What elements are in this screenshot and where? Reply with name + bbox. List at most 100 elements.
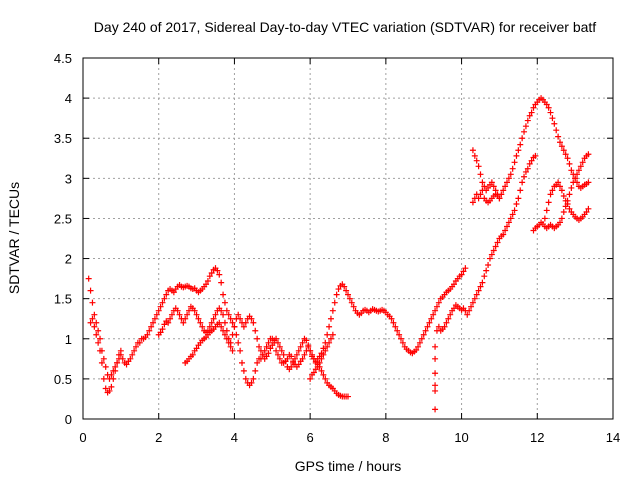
data-point-series-3: [282, 358, 289, 365]
data-point-series-7: [507, 171, 514, 178]
data-point-series-1: [159, 299, 166, 306]
data-point-series-1: [216, 271, 223, 278]
data-point-series-8: [475, 195, 482, 202]
data-point-series-1: [150, 319, 157, 326]
data-point-series-7: [479, 179, 486, 186]
data-point-series-3: [180, 319, 187, 326]
data-point-series-6: [524, 165, 531, 172]
data-point-series-3: [390, 319, 397, 326]
data-point-series-1: [133, 343, 139, 350]
data-point-series-7: [521, 128, 528, 135]
data-point-series-2: [93, 331, 100, 338]
data-point-series-3: [307, 347, 314, 354]
y-tick-label: 1: [65, 332, 72, 347]
data-point-series-3: [184, 311, 191, 318]
data-point-series-9: [570, 179, 577, 186]
data-point-series-7: [558, 143, 565, 150]
data-point-series-6: [492, 243, 499, 250]
data-point-series-3: [240, 323, 247, 330]
data-point-series-7: [519, 135, 526, 142]
data-point-series-10: [547, 191, 554, 198]
data-point-series-7: [473, 157, 480, 164]
data-point-series-4: [223, 335, 230, 342]
data-point-series-3: [235, 311, 242, 318]
data-point-series-1: [119, 355, 126, 362]
data-point-series-3: [168, 311, 175, 318]
data-point-series-1: [102, 363, 109, 370]
data-point-series-2: [95, 339, 102, 346]
data-point-series-6: [471, 295, 478, 302]
data-point-series-7: [469, 147, 476, 154]
data-point-series-1: [100, 355, 107, 362]
data-point-series-1: [240, 367, 247, 374]
data-point-series-3: [348, 299, 355, 306]
data-point-series-3: [237, 315, 244, 322]
data-point-series-3: [350, 303, 357, 310]
data-point-series-6: [432, 387, 439, 394]
data-points: [85, 95, 592, 413]
data-point-series-3: [343, 287, 350, 294]
data-point-series-10: [549, 187, 556, 194]
data-point-series-4: [229, 347, 236, 354]
data-point-series-1: [91, 311, 98, 318]
data-point-series-3: [165, 319, 172, 326]
data-point-series-6: [511, 207, 518, 214]
data-point-series-3: [297, 343, 304, 350]
data-point-series-3: [197, 319, 204, 326]
data-point-series-4: [221, 331, 228, 338]
data-point-series-3: [280, 351, 287, 358]
data-point-series-7: [547, 109, 554, 116]
data-point-series-3: [195, 315, 202, 322]
data-point-series-9: [557, 219, 563, 226]
data-point-series-1: [248, 379, 255, 386]
data-point-series-3: [206, 323, 213, 330]
data-point-series-6: [526, 160, 533, 167]
data-point-series-7: [502, 183, 509, 190]
data-point-series-5: [314, 363, 321, 370]
data-point-series-3: [460, 268, 467, 275]
data-point-series-3: [176, 311, 183, 318]
data-point-series-1: [252, 367, 259, 374]
data-point-series-5: [324, 343, 331, 350]
x-tick-label: 14: [606, 430, 620, 445]
data-point-series-7: [568, 167, 575, 174]
data-point-series-9: [568, 184, 575, 191]
data-point-series-7: [566, 160, 573, 167]
data-point-series-2: [102, 385, 109, 392]
data-point-series-1: [220, 291, 227, 298]
data-point-series-5: [307, 375, 314, 382]
data-point-series-9: [585, 151, 592, 158]
data-point-series-1: [97, 335, 104, 342]
x-tick-label: 10: [454, 430, 468, 445]
data-point-series-3: [167, 315, 174, 322]
data-point-series-3: [263, 353, 270, 360]
data-point-series-3: [346, 295, 353, 302]
data-point-series-6: [490, 247, 497, 254]
x-tick-label: 6: [307, 430, 314, 445]
data-point-series-1: [227, 315, 234, 322]
data-point-series-7: [513, 152, 520, 159]
data-point-series-10: [583, 209, 590, 216]
data-point-series-3: [327, 315, 334, 322]
data-point-series-7: [551, 120, 558, 127]
data-point-series-1: [242, 375, 249, 382]
data-point-series-1: [299, 355, 306, 362]
data-point-series-1: [239, 359, 245, 366]
data-point-series-3: [252, 327, 259, 334]
data-point-series-6: [441, 323, 448, 330]
data-point-series-6: [473, 291, 480, 298]
data-point-series-3: [250, 319, 257, 326]
data-point-series-3: [276, 343, 283, 350]
data-point-series-3: [256, 343, 263, 350]
data-point-series-3: [199, 323, 206, 330]
data-point-series-4: [216, 319, 223, 326]
data-point-series-1: [144, 331, 151, 338]
data-point-series-3: [398, 335, 404, 342]
data-point-series-3: [257, 347, 264, 354]
data-point-series-6: [432, 370, 439, 377]
data-point-series-3: [161, 321, 168, 328]
data-point-series-1: [131, 347, 138, 354]
data-point-series-7: [515, 147, 522, 154]
data-point-series-7: [505, 175, 512, 182]
data-point-series-1: [345, 393, 351, 400]
